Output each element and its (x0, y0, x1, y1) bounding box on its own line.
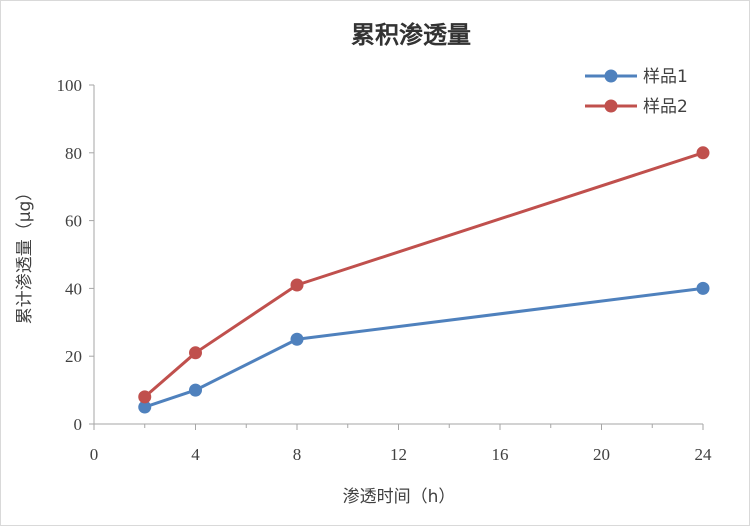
x-axis-title: 渗透时间（h） (343, 487, 456, 507)
data-point-series-1 (696, 281, 710, 295)
x-tick-label: 4 (191, 445, 200, 464)
x-tick-label: 0 (90, 445, 99, 464)
chart-title: 累积渗透量 (351, 20, 471, 49)
y-tick-label: 40 (65, 279, 82, 298)
data-point-series-2 (189, 346, 202, 360)
data-point-series-2 (290, 278, 304, 292)
y-axis-title: 累计渗透量（μg） (15, 184, 35, 325)
y-tick-label: 60 (65, 212, 82, 231)
series-line-2 (143, 151, 704, 399)
x-tick-label: 24 (695, 445, 713, 464)
data-point-series-2 (696, 146, 710, 160)
legend-label-2: 样品2 (643, 97, 688, 117)
data-point-series-2 (138, 390, 152, 404)
legend-marker-2 (604, 99, 618, 113)
legend: 样品1 样品2 (585, 67, 688, 117)
x-tick-label: 20 (593, 445, 610, 464)
y-tick-label: 20 (65, 347, 82, 366)
x-tick-label: 12 (390, 445, 407, 464)
data-point-series-1 (290, 332, 304, 346)
data-point-series-1 (189, 383, 202, 397)
legend-label-1: 样品1 (643, 67, 688, 87)
x-tick-label: 16 (492, 445, 509, 464)
series-layer (138, 146, 710, 414)
y-tick-label: 80 (65, 144, 82, 163)
legend-marker-1 (604, 69, 618, 83)
series-line-1 (144, 286, 704, 409)
x-tick-labels: 0 4 8 12 16 20 24 (90, 424, 712, 464)
y-tick-label: 0 (74, 415, 83, 434)
data-point-series-1 (138, 400, 152, 414)
y-tick-labels: 0 20 40 60 80 100 (57, 76, 94, 434)
y-tick-label: 100 (57, 76, 83, 95)
x-tick-label: 8 (293, 445, 302, 464)
